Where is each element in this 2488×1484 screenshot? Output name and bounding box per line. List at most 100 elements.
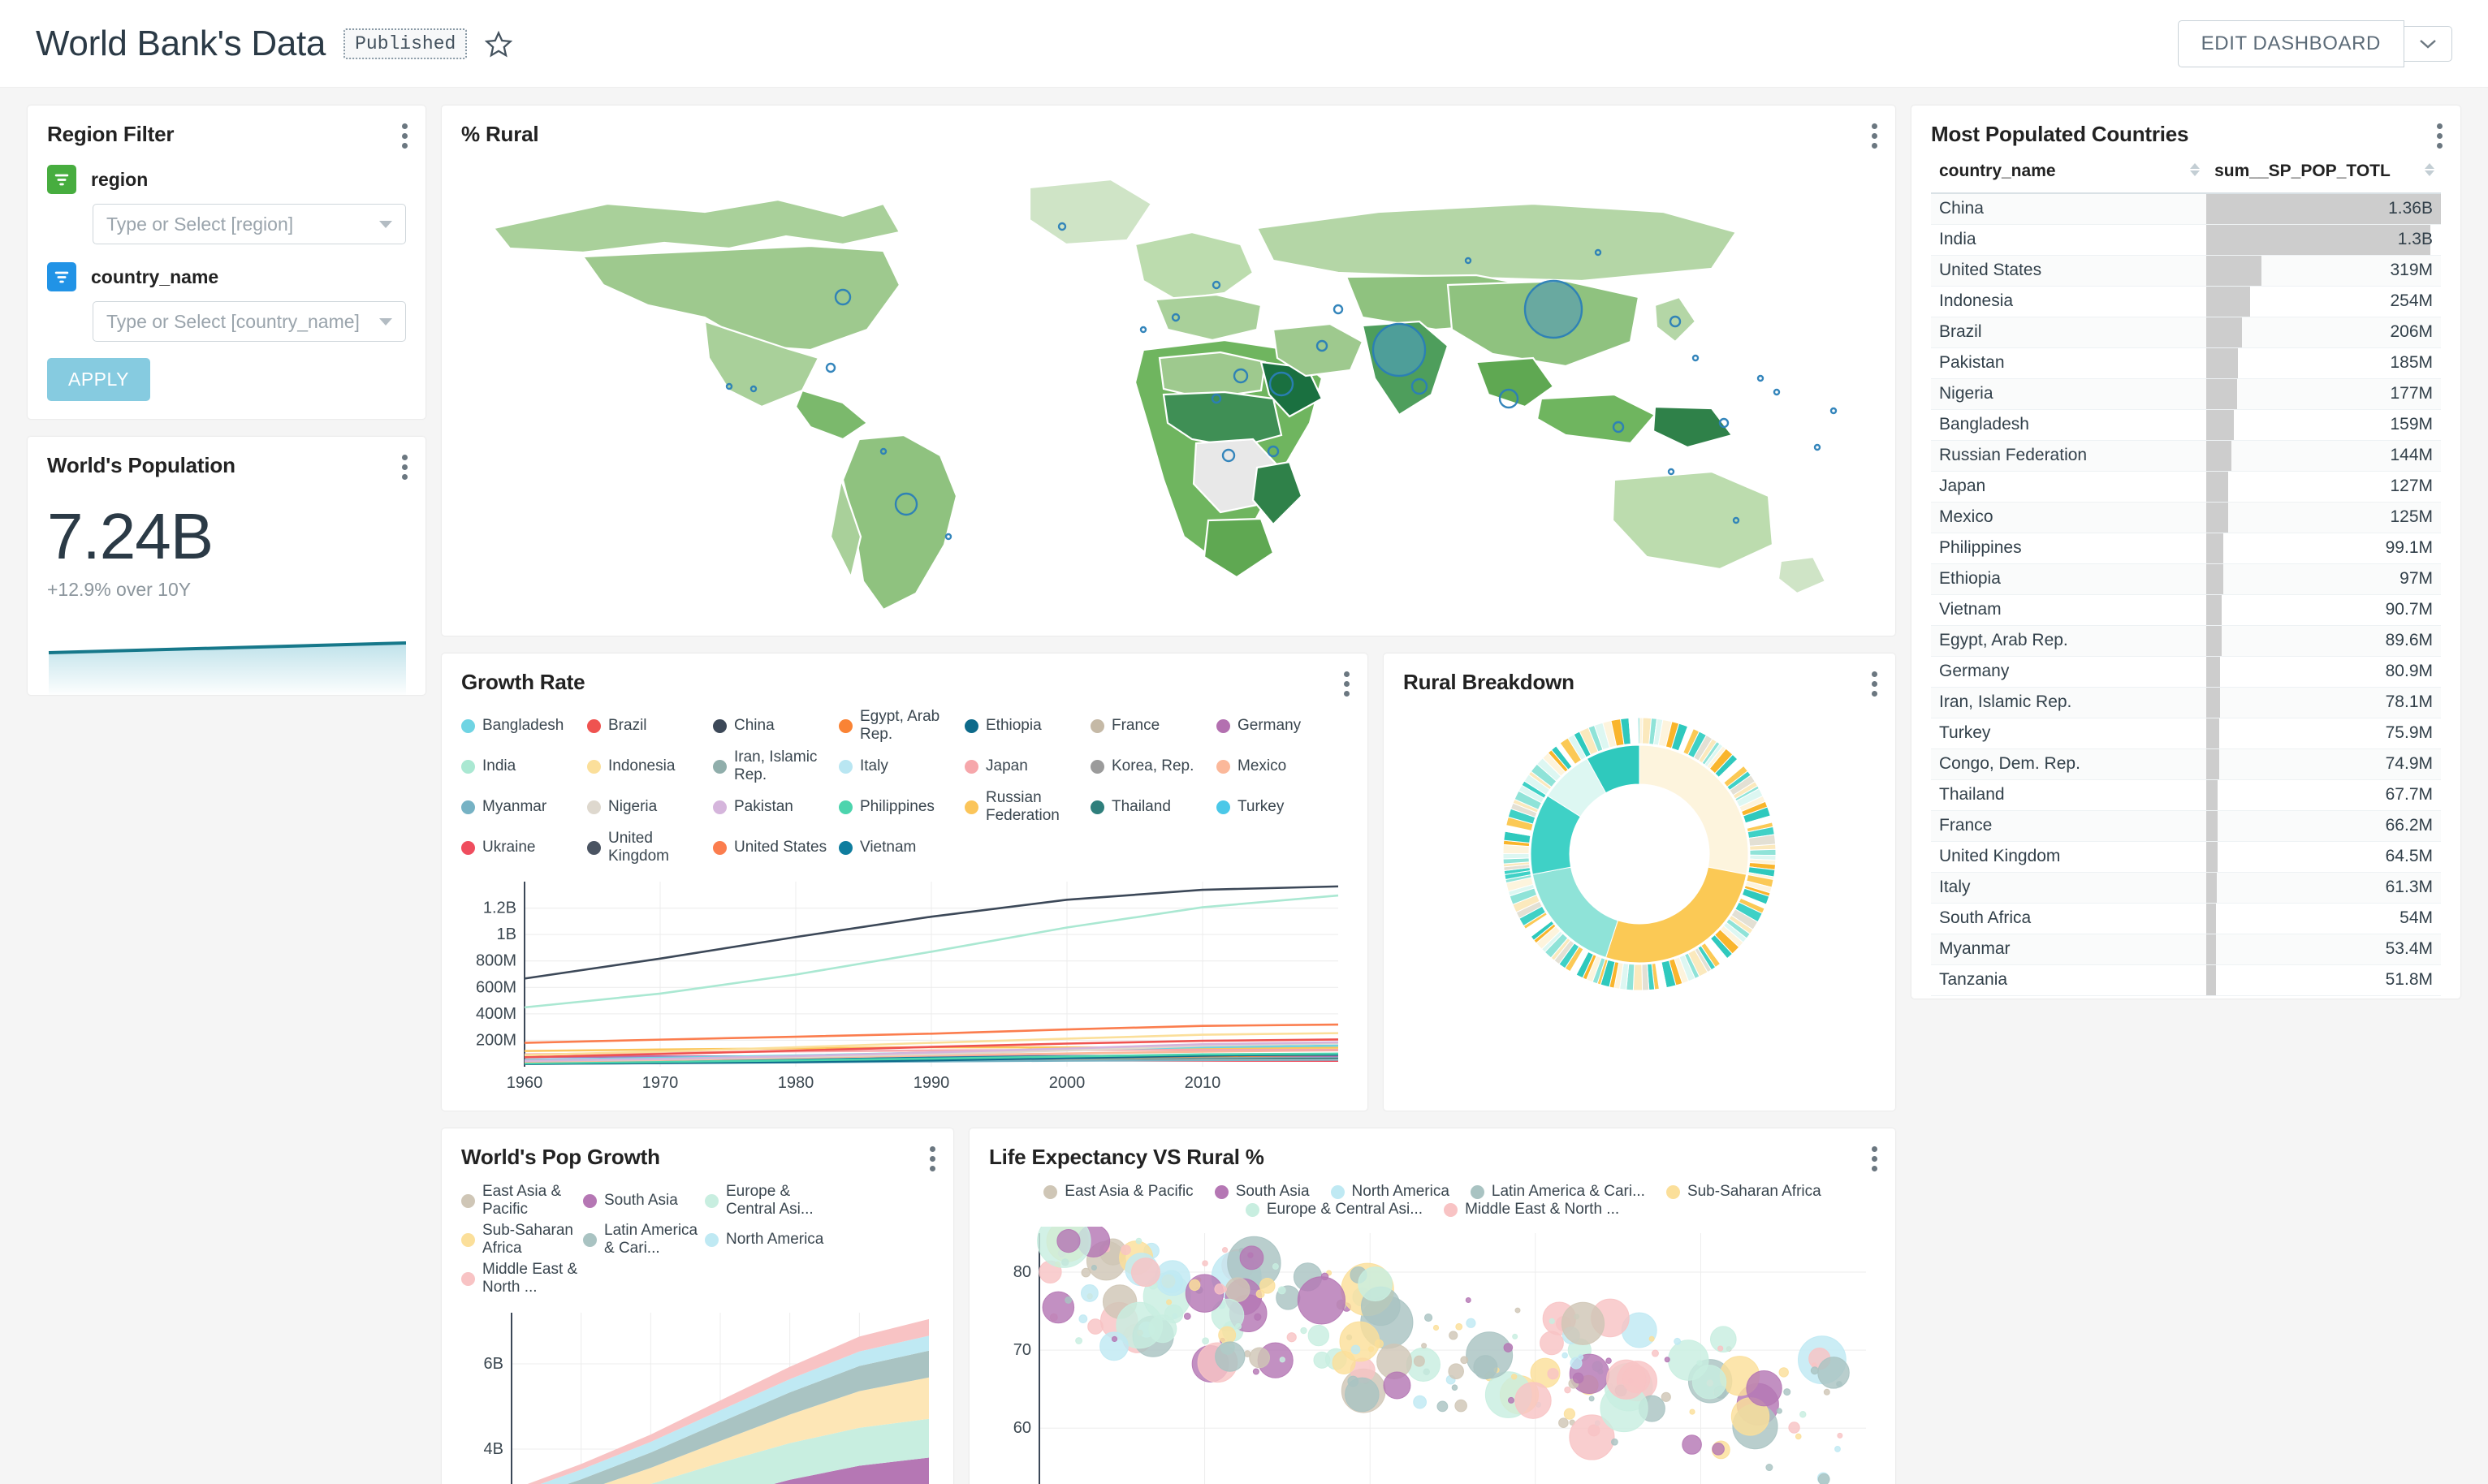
table-row[interactable]: Iran, Islamic Rep. 78.1M bbox=[1931, 687, 2441, 718]
legend-item[interactable]: Latin America & Cari... bbox=[1471, 1183, 1645, 1201]
legend-item[interactable]: Italy bbox=[839, 748, 965, 784]
table-row[interactable]: Ethiopia 97M bbox=[1931, 563, 2441, 594]
legend-item[interactable]: Turkey bbox=[1216, 789, 1342, 825]
legend-item[interactable]: Korea, Rep. bbox=[1091, 748, 1216, 784]
column-header-population[interactable]: sum__SP_POP_TOTL bbox=[2206, 155, 2441, 193]
legend-item[interactable]: Indonesia bbox=[587, 748, 713, 784]
legend-item[interactable]: Middle East & North ... bbox=[461, 1261, 583, 1296]
sunburst-chart[interactable] bbox=[1403, 700, 1876, 1008]
table-row[interactable]: Egypt, Arab Rep. 89.6M bbox=[1931, 625, 2441, 656]
legend-item[interactable]: United States bbox=[713, 830, 839, 865]
legend-item[interactable]: Bangladesh bbox=[461, 708, 587, 744]
dashboard-menu-button[interactable] bbox=[2404, 26, 2452, 62]
growth-rate-chart[interactable]: 200M 400M 600M 800M 1B 1.2B 1960 1970 1980 1990 20… bbox=[461, 875, 1348, 1094]
legend-item[interactable]: North America bbox=[1331, 1183, 1449, 1201]
table-row[interactable]: Mexico 125M bbox=[1931, 502, 2441, 533]
table-row[interactable]: Italy 61.3M bbox=[1931, 872, 2441, 903]
region-select[interactable]: Type or Select [region] bbox=[93, 204, 406, 244]
table-row[interactable]: Indonesia 254M bbox=[1931, 286, 2441, 317]
card-menu-icon[interactable] bbox=[2436, 123, 2443, 149]
column-header-country[interactable]: country_name bbox=[1931, 155, 2206, 193]
table-row[interactable]: Vietnam 90.7M bbox=[1931, 594, 2441, 625]
legend-item[interactable]: Myanmar bbox=[461, 789, 587, 825]
legend-item[interactable]: Brazil bbox=[587, 708, 713, 744]
world-map-chart[interactable] bbox=[461, 155, 1876, 626]
status-badge[interactable]: Published bbox=[343, 28, 467, 59]
table-row[interactable]: Bangladesh 159M bbox=[1931, 409, 2441, 440]
legend-item[interactable]: Thailand bbox=[1091, 789, 1216, 825]
legend-label: United States bbox=[734, 839, 827, 856]
legend-item[interactable]: North America bbox=[705, 1222, 827, 1258]
card-menu-icon[interactable] bbox=[401, 123, 408, 149]
cell-bar bbox=[2206, 503, 2228, 533]
legend-item[interactable]: Ukraine bbox=[461, 830, 587, 865]
table-row[interactable]: India 1.3B bbox=[1931, 224, 2441, 255]
legend-item[interactable]: Europe & Central Asi... bbox=[705, 1183, 827, 1219]
card-menu-icon[interactable] bbox=[401, 455, 408, 480]
edit-dashboard-button[interactable]: EDIT DASHBOARD bbox=[2178, 20, 2404, 67]
pop-growth-chart[interactable]: 02B4B6B196019701980199020002010 bbox=[461, 1306, 934, 1484]
cell-country-name: Bangladesh bbox=[1931, 409, 2206, 440]
sort-icon[interactable] bbox=[2190, 163, 2200, 176]
legend-item[interactable]: Europe & Central Asi... bbox=[1246, 1201, 1423, 1219]
legend-item[interactable]: Sub-Saharan Africa bbox=[1666, 1183, 1821, 1201]
card-menu-icon[interactable] bbox=[929, 1146, 935, 1171]
table-row[interactable]: Pakistan 185M bbox=[1931, 347, 2441, 378]
table-row[interactable]: Thailand 67.7M bbox=[1931, 779, 2441, 810]
card-menu-icon[interactable] bbox=[1871, 671, 1877, 697]
legend-item[interactable]: East Asia & Pacific bbox=[1043, 1183, 1193, 1201]
legend-item[interactable]: East Asia & Pacific bbox=[461, 1183, 583, 1219]
table-row[interactable]: Turkey 75.9M bbox=[1931, 718, 2441, 748]
card-menu-icon[interactable] bbox=[1343, 671, 1350, 697]
table-row[interactable]: Russian Federation 144M bbox=[1931, 440, 2441, 471]
legend-label: Middle East & North ... bbox=[1465, 1201, 1619, 1219]
legend-label: China bbox=[734, 717, 775, 735]
legend-item[interactable]: South Asia bbox=[583, 1183, 705, 1219]
table-row[interactable]: France 66.2M bbox=[1931, 810, 2441, 841]
table-row[interactable]: Congo, Dem. Rep. 74.9M bbox=[1931, 748, 2441, 779]
legend-color-swatch bbox=[461, 760, 475, 774]
legend-item[interactable]: Nigeria bbox=[587, 789, 713, 825]
legend-item[interactable]: Egypt, Arab Rep. bbox=[839, 708, 965, 744]
legend-item[interactable]: Iran, Islamic Rep. bbox=[713, 748, 839, 784]
table-row[interactable]: Nigeria 177M bbox=[1931, 378, 2441, 409]
legend-item[interactable]: India bbox=[461, 748, 587, 784]
legend-item[interactable]: Philippines bbox=[839, 789, 965, 825]
legend-item[interactable]: Russian Federation bbox=[965, 789, 1091, 825]
legend-item[interactable]: China bbox=[713, 708, 839, 744]
legend-item[interactable]: Latin America & Cari... bbox=[583, 1222, 705, 1258]
rural-breakdown-card: Rural Breakdown bbox=[1384, 654, 1895, 1111]
table-row[interactable]: United Kingdom 64.5M bbox=[1931, 841, 2441, 872]
legend-item[interactable]: Pakistan bbox=[713, 789, 839, 825]
legend-item[interactable]: Sub-Saharan Africa bbox=[461, 1222, 583, 1258]
life-expectancy-chart[interactable]: 50607080 bbox=[989, 1227, 1876, 1484]
legend-item[interactable]: Ethiopia bbox=[965, 708, 1091, 744]
legend-item[interactable]: United Kingdom bbox=[587, 830, 713, 865]
cell-population: 78.1M bbox=[2206, 687, 2441, 718]
table-row[interactable]: Philippines 99.1M bbox=[1931, 533, 2441, 563]
cell-population: 125M bbox=[2206, 502, 2441, 533]
card-menu-icon[interactable] bbox=[1871, 1146, 1877, 1171]
card-menu-icon[interactable] bbox=[1871, 123, 1877, 149]
legend-item[interactable]: Germany bbox=[1216, 708, 1342, 744]
table-row[interactable]: United States 319M bbox=[1931, 255, 2441, 286]
sort-icon[interactable] bbox=[2425, 163, 2434, 176]
table-row[interactable]: Brazil 206M bbox=[1931, 317, 2441, 347]
table-row[interactable]: Myanmar 53.4M bbox=[1931, 934, 2441, 964]
legend-label: Brazil bbox=[608, 717, 647, 735]
legend-item[interactable]: Japan bbox=[965, 748, 1091, 784]
legend-item[interactable]: Vietnam bbox=[839, 830, 965, 865]
legend-item[interactable]: France bbox=[1091, 708, 1216, 744]
table-row[interactable]: China 1.36B bbox=[1931, 193, 2441, 224]
legend-label: Europe & Central Asi... bbox=[1267, 1201, 1423, 1219]
legend-item[interactable]: South Asia bbox=[1215, 1183, 1310, 1201]
table-row[interactable]: Germany 80.9M bbox=[1931, 656, 2441, 687]
table-row[interactable]: Tanzania 51.8M bbox=[1931, 964, 2441, 995]
apply-button[interactable]: APPLY bbox=[47, 358, 150, 401]
table-row[interactable]: South Africa 54M bbox=[1931, 903, 2441, 934]
table-row[interactable]: Japan 127M bbox=[1931, 471, 2441, 502]
legend-item[interactable]: Middle East & North ... bbox=[1444, 1201, 1619, 1219]
star-icon[interactable] bbox=[485, 30, 512, 58]
legend-item[interactable]: Mexico bbox=[1216, 748, 1342, 784]
country-name-select[interactable]: Type or Select [country_name] bbox=[93, 301, 406, 342]
